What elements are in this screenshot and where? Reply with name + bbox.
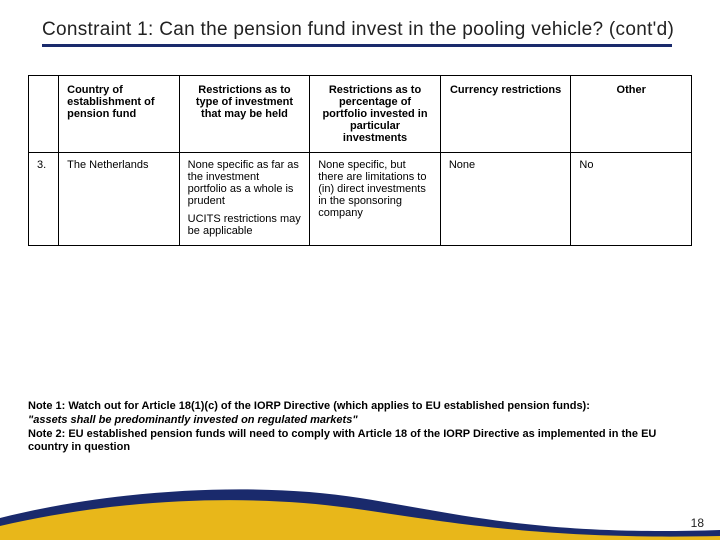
note-1-quote: "assets shall be predominantly invested …: [28, 414, 358, 426]
table-wrap: Country of establishment of pension fund…: [0, 53, 720, 246]
col-header-other: Other: [571, 75, 692, 152]
col-header-blank: [29, 75, 59, 152]
note-2: Note 2: EU established pension funds wil…: [28, 428, 692, 456]
cell-other: No: [571, 152, 692, 245]
note-1-label: Note 1: Watch out for Article 18(1)(c) o…: [28, 400, 590, 412]
cell-pct-restrictions: None specific, but there are limitations…: [310, 152, 441, 245]
page-number: 18: [691, 516, 704, 530]
cell-row-num: 3.: [29, 152, 59, 245]
swoosh-outer: [0, 489, 720, 540]
col-header-currency: Currency restrictions: [440, 75, 571, 152]
note-1: Note 1: Watch out for Article 18(1)(c) o…: [28, 400, 692, 428]
page-title: Constraint 1: Can the pension fund inves…: [42, 18, 680, 42]
cell-type-restrictions: None specific as far as the investment p…: [179, 152, 310, 245]
constraints-table: Country of establishment of pension fund…: [28, 75, 692, 246]
col-header-type: Restrictions as to type of investment th…: [179, 75, 310, 152]
swoosh-inner: [0, 500, 720, 540]
cell-type-p2: UCITS restrictions may be applicable: [188, 213, 302, 237]
table-header-row: Country of establishment of pension fund…: [29, 75, 692, 152]
title-block: Constraint 1: Can the pension fund inves…: [0, 0, 720, 53]
decorative-swoosh: [0, 480, 720, 540]
title-underline: [42, 44, 672, 47]
col-header-pct: Restrictions as to percentage of portfol…: [310, 75, 441, 152]
notes-block: Note 1: Watch out for Article 18(1)(c) o…: [28, 400, 692, 455]
cell-currency: None: [440, 152, 571, 245]
table-row: 3. The Netherlands None specific as far …: [29, 152, 692, 245]
cell-type-p1: None specific as far as the investment p…: [188, 159, 302, 207]
col-header-country: Country of establishment of pension fund: [59, 75, 180, 152]
cell-country: The Netherlands: [59, 152, 180, 245]
